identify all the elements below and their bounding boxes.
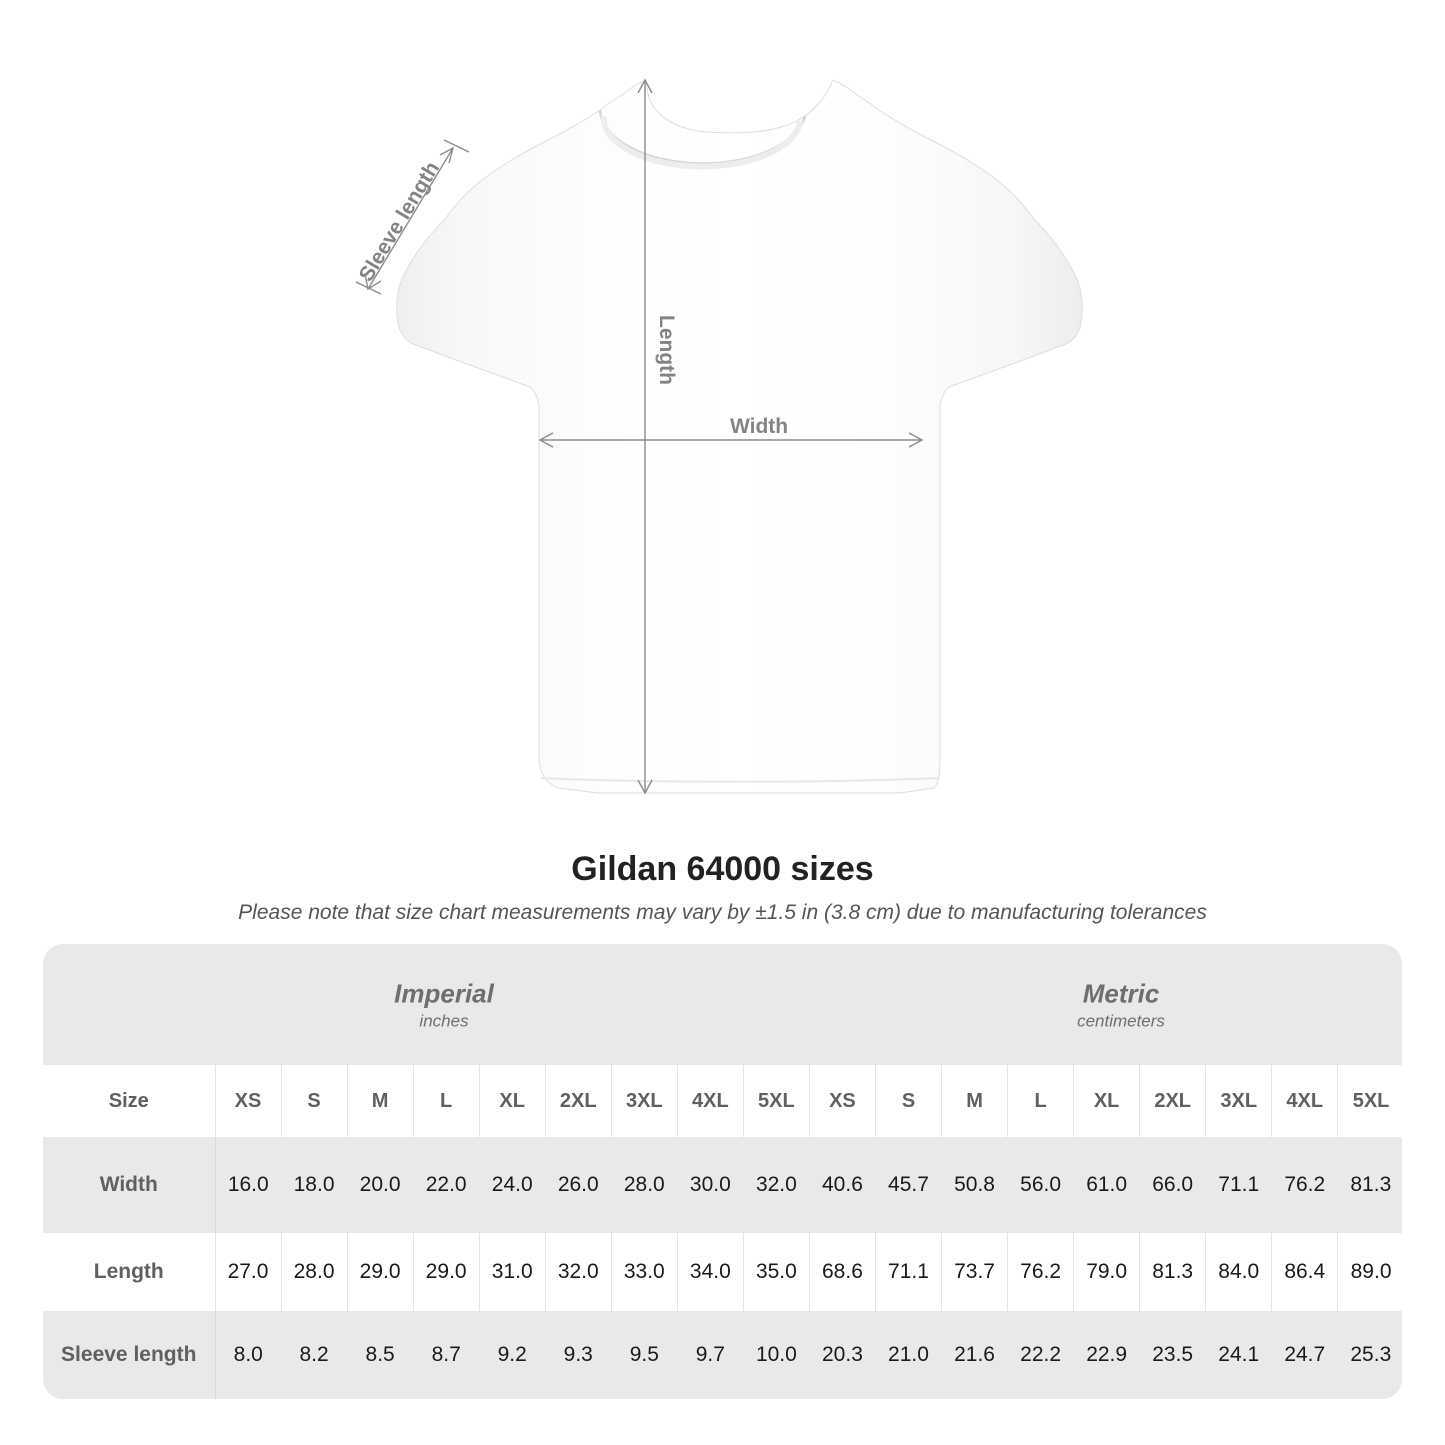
svg-text:Length: Length xyxy=(655,315,678,385)
svg-text:Width: Width xyxy=(730,415,788,438)
